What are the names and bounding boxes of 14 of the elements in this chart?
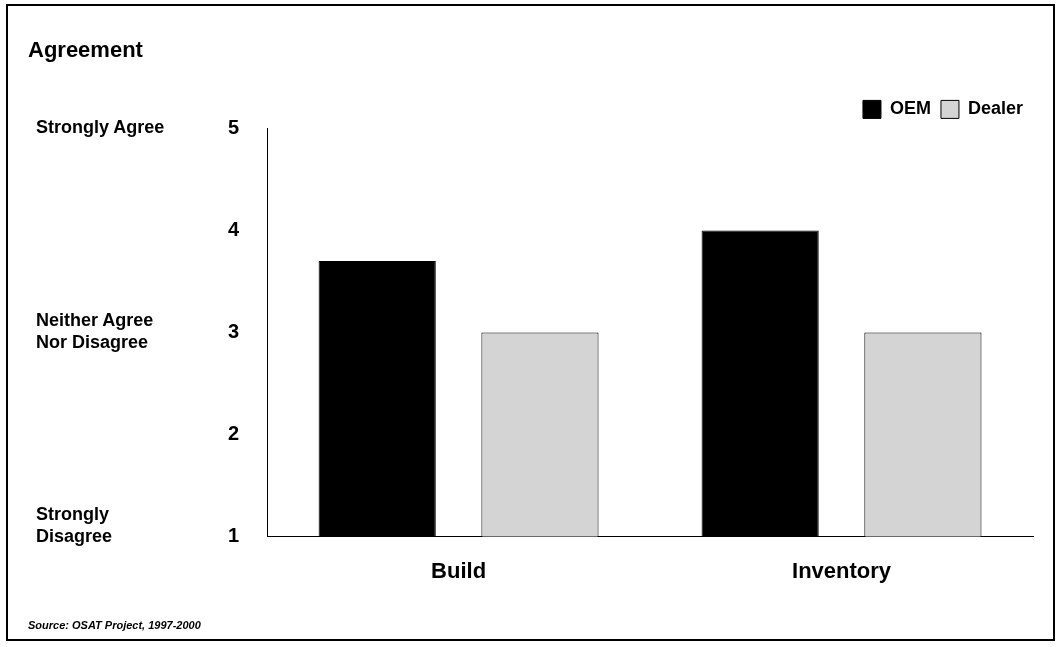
y-tick-label: 1 <box>228 524 240 547</box>
text: Agreement <box>28 37 144 63</box>
x-tick-label: Build <box>431 557 487 583</box>
text: Strongly Disagree <box>36 503 113 546</box>
text: Strongly Agree <box>36 117 165 138</box>
legend-label: OEM <box>889 98 931 119</box>
legend-label: Dealer <box>967 98 1024 119</box>
y-tick-label: 3 <box>228 320 240 343</box>
source-note: Source: OSAT Project, 1997-2000 <box>28 618 202 631</box>
x-tick-label: Inventory <box>792 557 892 583</box>
y-tick-label: 2 <box>228 422 240 445</box>
y-tick-label: 4 <box>228 217 240 240</box>
y-tick-label: 5 <box>228 115 240 138</box>
text: Neither Agree Nor Disagree <box>36 310 154 353</box>
